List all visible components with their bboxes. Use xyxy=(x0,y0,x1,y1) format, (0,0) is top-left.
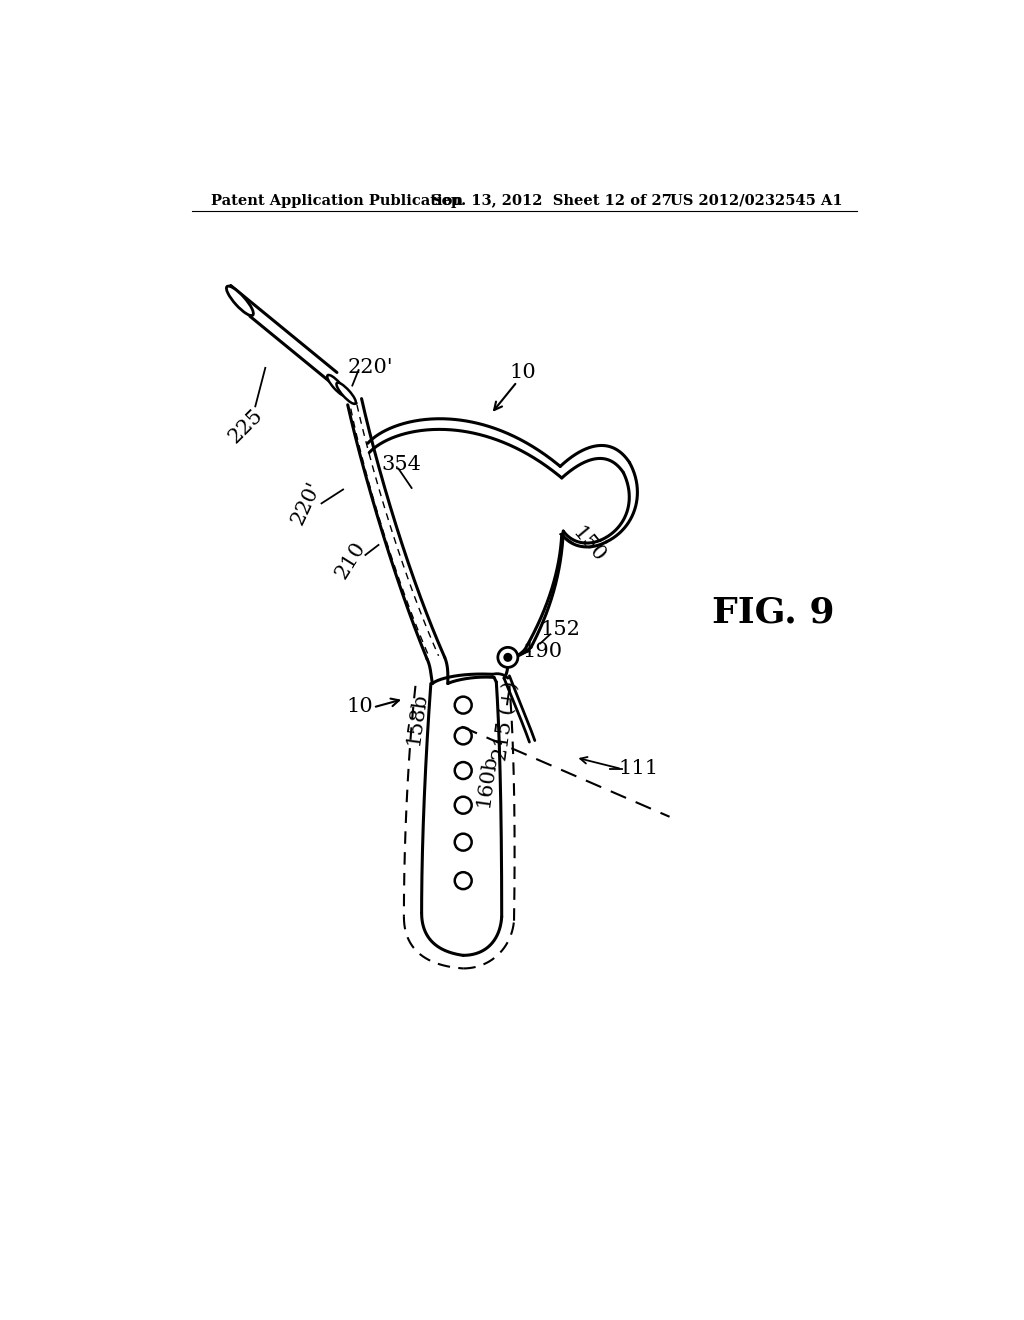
Text: 190: 190 xyxy=(522,642,562,661)
Text: FIG. 9: FIG. 9 xyxy=(712,595,835,630)
Text: 220': 220' xyxy=(288,479,325,528)
Text: 354: 354 xyxy=(382,455,422,474)
Text: 215 (+): 215 (+) xyxy=(492,680,521,762)
Circle shape xyxy=(505,653,511,661)
Text: 150: 150 xyxy=(568,524,609,566)
Text: 210: 210 xyxy=(332,539,369,582)
Ellipse shape xyxy=(337,383,356,404)
Text: US 2012/0232545 A1: US 2012/0232545 A1 xyxy=(670,194,842,207)
Ellipse shape xyxy=(226,286,253,315)
Circle shape xyxy=(498,647,518,668)
Text: Sep. 13, 2012  Sheet 12 of 27: Sep. 13, 2012 Sheet 12 of 27 xyxy=(431,194,672,207)
Text: 10: 10 xyxy=(347,697,374,717)
Text: 225: 225 xyxy=(225,405,267,447)
Ellipse shape xyxy=(328,375,347,396)
Text: 111: 111 xyxy=(618,759,658,777)
Text: 10: 10 xyxy=(510,363,537,381)
Text: 158b: 158b xyxy=(403,692,430,747)
Text: 152: 152 xyxy=(541,620,581,639)
Text: 220': 220' xyxy=(348,358,393,378)
Text: Patent Application Publication: Patent Application Publication xyxy=(211,194,464,207)
Text: 160b: 160b xyxy=(473,752,500,808)
